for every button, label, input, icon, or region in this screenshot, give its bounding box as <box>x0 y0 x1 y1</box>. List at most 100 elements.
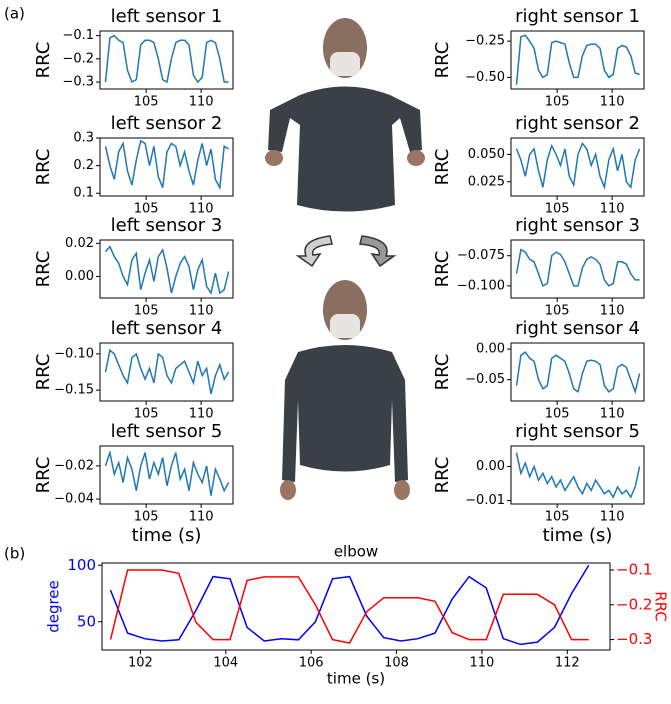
y-tick-label: −0.15 <box>54 383 94 398</box>
x-tick-label: 104 <box>213 656 238 671</box>
axes-frame <box>101 562 611 651</box>
y-tick-label: −0.2 <box>62 51 94 66</box>
y-tick-label: −0.075 <box>457 248 505 263</box>
axes-frame <box>510 30 645 90</box>
y2-tick-label: −0.2 <box>616 595 652 613</box>
x-tick-label: 105 <box>545 202 570 217</box>
axes-frame <box>99 445 234 505</box>
data-line <box>109 564 590 646</box>
x-tick-label: 110 <box>470 656 495 671</box>
y-tick-label: 0.00 <box>476 459 505 474</box>
y-axis-label: RRC <box>432 457 453 494</box>
data-line <box>515 248 640 287</box>
y-tick-label: −0.10 <box>54 346 94 361</box>
chart-title: right sensor 3 <box>515 215 640 236</box>
x-tick-label: 105 <box>134 304 159 319</box>
y-tick-label: −0.02 <box>54 458 94 473</box>
y-axis-label: RRC <box>432 149 453 186</box>
x-tick-label: 105 <box>134 510 159 525</box>
y-tick-label: −0.04 <box>54 492 94 507</box>
y-tick-label: −0.25 <box>465 34 505 49</box>
y2-tick-label: −0.3 <box>616 630 652 648</box>
x-tick-label: 102 <box>128 656 153 671</box>
x-tick-label: 105 <box>134 95 159 110</box>
x-axis-label: time (s) <box>327 670 385 688</box>
person-photo-top <box>265 18 425 212</box>
data-line <box>515 142 641 190</box>
data-line <box>515 351 641 395</box>
chart-title: left sensor 5 <box>111 421 223 442</box>
x-tick-label: 105 <box>545 407 570 422</box>
x-tick-label: 106 <box>299 656 324 671</box>
y-tick-label: 0.025 <box>468 174 505 189</box>
data-line <box>104 348 230 394</box>
axes-frame <box>510 445 645 505</box>
x-tick-label: 105 <box>545 510 570 525</box>
x-tick-label: 110 <box>600 95 625 110</box>
panel-label: (a) <box>4 5 25 23</box>
axes-frame <box>510 342 645 402</box>
x-tick-label: 110 <box>600 510 625 525</box>
y-axis-label: RRC <box>33 354 54 391</box>
x-tick-label: 105 <box>134 407 159 422</box>
y-axis-label: RRC <box>33 42 54 79</box>
chart-title: left sensor 2 <box>111 113 223 134</box>
rotation-arrows <box>295 235 397 268</box>
y-axis-label: RRC <box>33 149 54 186</box>
y-axis-label: RRC <box>33 457 54 494</box>
x-tick-label: 112 <box>555 656 580 671</box>
person-photo-bottom <box>280 280 410 500</box>
y-tick-label: 0.2 <box>73 158 94 173</box>
data-line <box>109 569 589 644</box>
y2-axis-label: RRC <box>652 591 670 622</box>
chart-title: left sensor 1 <box>111 6 223 27</box>
x-tick-label: 108 <box>384 656 409 671</box>
x-tick-label: 110 <box>189 95 214 110</box>
x-axis-label: time (s) <box>543 525 613 546</box>
data-line <box>515 34 640 85</box>
y-tick-label: 0.00 <box>476 342 505 357</box>
y-tick-label: −0.100 <box>457 278 505 293</box>
y-tick-label: 50 <box>77 612 96 630</box>
y-tick-label: −0.3 <box>62 75 94 90</box>
y-tick-label: 0.02 <box>65 236 94 251</box>
y-tick-label: 0.050 <box>468 147 505 162</box>
axes-frame <box>99 30 234 90</box>
chart-title: left sensor 4 <box>111 318 223 339</box>
x-tick-label: 105 <box>545 95 570 110</box>
chart-title: right sensor 5 <box>515 421 640 442</box>
y-tick-label: 0.3 <box>73 131 94 146</box>
y2-tick-label: −0.1 <box>616 560 652 578</box>
chart-title: right sensor 1 <box>515 6 640 27</box>
x-tick-label: 110 <box>189 510 214 525</box>
data-line <box>104 139 229 191</box>
x-tick-label: 105 <box>134 202 159 217</box>
chart-title: left sensor 3 <box>111 215 223 236</box>
chart-title: right sensor 2 <box>515 113 640 134</box>
y-axis-label: degree <box>45 580 63 633</box>
x-tick-label: 110 <box>600 407 625 422</box>
x-tick-label: 110 <box>189 407 214 422</box>
y-tick-label: −0.50 <box>465 70 505 85</box>
y-axis-label: RRC <box>432 42 453 79</box>
chart-title: right sensor 4 <box>515 318 640 339</box>
data-line <box>104 449 230 496</box>
y-tick-label: −0.1 <box>62 28 94 43</box>
y-axis-label: RRC <box>432 251 453 288</box>
axes-frame <box>99 137 234 197</box>
x-tick-label: 110 <box>600 202 625 217</box>
x-tick-label: 110 <box>189 202 214 217</box>
data-line <box>515 452 641 499</box>
y-axis-label: RRC <box>33 251 54 288</box>
x-tick-label: 105 <box>545 304 570 319</box>
axes-frame <box>99 239 234 299</box>
data-line <box>104 245 230 295</box>
axes-frame <box>510 137 645 197</box>
axes-frame <box>99 342 234 402</box>
y-tick-label: 0.1 <box>73 186 94 201</box>
panel-label: (b) <box>4 545 25 563</box>
y-axis-label: RRC <box>432 354 453 391</box>
axes-frame <box>510 239 645 299</box>
y-tick-label: 0.00 <box>65 269 94 284</box>
